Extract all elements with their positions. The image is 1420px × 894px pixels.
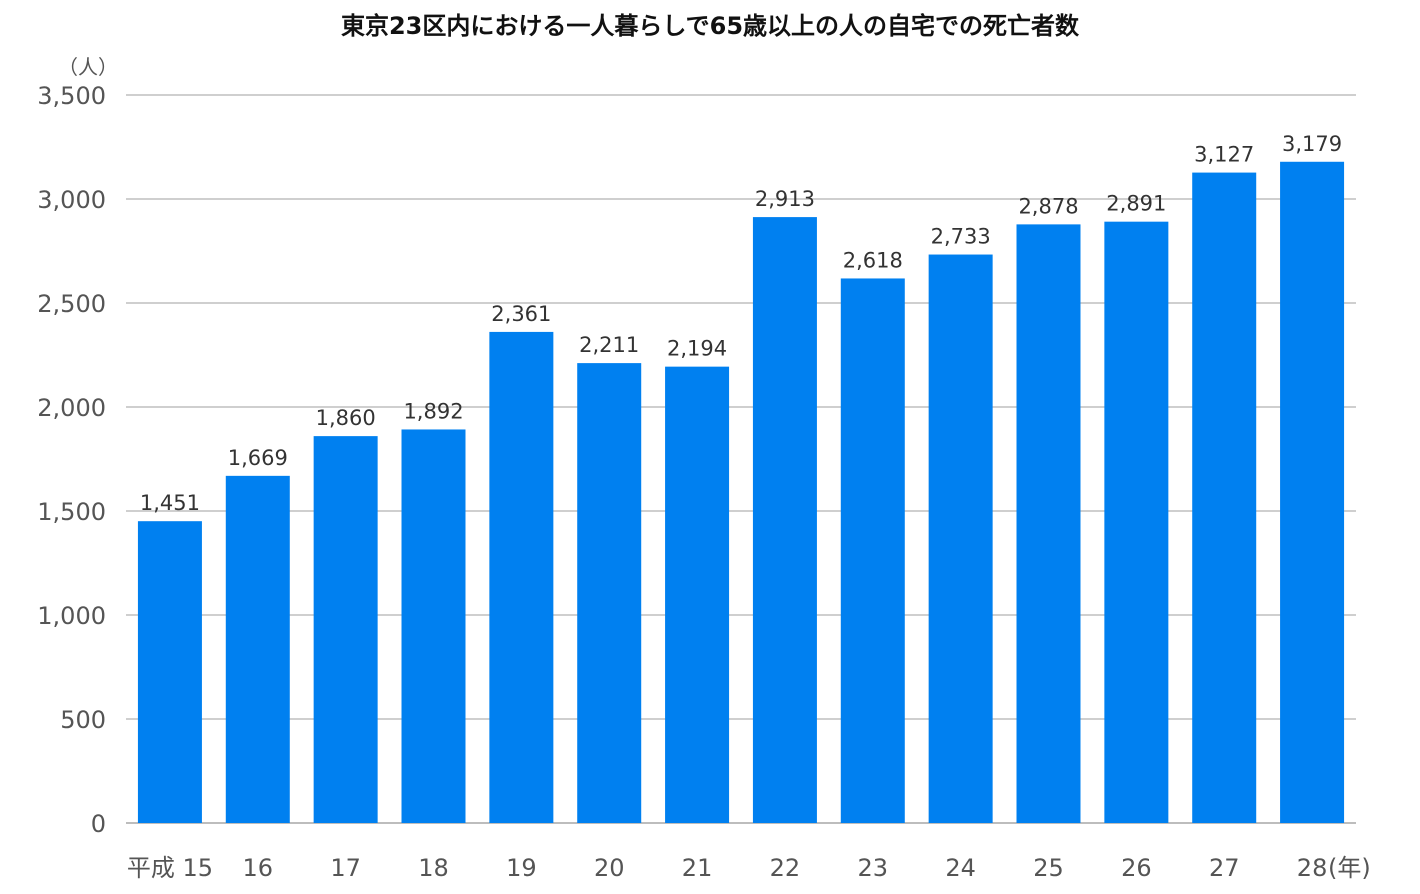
y-axis-unit-label: （人）	[58, 55, 118, 79]
bar	[840, 278, 905, 823]
data-label: 1,892	[403, 399, 463, 423]
data-label: 2,891	[1106, 192, 1166, 216]
data-labels: 1,451 1,669 1,860 1,892 2,361 2,211 2,194 2,913…	[140, 132, 1342, 515]
bar	[225, 475, 290, 823]
gridlines	[126, 94, 1356, 824]
data-label: 1,451	[140, 491, 200, 515]
x-tick-label: 19	[506, 854, 537, 882]
bar	[1104, 221, 1169, 823]
bar	[313, 436, 378, 823]
data-label: 2,878	[1018, 194, 1078, 218]
chart-title: 東京23区内における一人暮らしで65歳以上の人の自宅での死亡者数	[341, 12, 1080, 40]
y-tick-label: 0	[91, 810, 106, 838]
data-label: 3,127	[1194, 143, 1254, 167]
x-tick-label: 28	[1297, 854, 1328, 882]
bar	[137, 521, 202, 823]
y-tick-label: 3,500	[37, 82, 106, 110]
x-tick-label: 27	[1209, 854, 1240, 882]
x-tick-label: 17	[330, 854, 361, 882]
x-tick-label: 22	[770, 854, 801, 882]
x-tick-label: 20	[594, 854, 625, 882]
x-axis-ticks: 平成 15 16 17 18 19 20 21 22 23 24 25 26 27 28	[127, 854, 1328, 882]
y-tick-label: 3,000	[37, 186, 106, 214]
y-tick-label: 500	[60, 706, 106, 734]
bar	[665, 366, 730, 823]
bar	[1280, 161, 1345, 823]
y-tick-label: 2,000	[37, 394, 106, 422]
x-tick-label: 平成 15	[127, 854, 213, 882]
y-tick-label: 1,000	[37, 602, 106, 630]
data-label: 3,179	[1282, 132, 1342, 156]
x-tick-label: 23	[858, 854, 889, 882]
bar	[928, 254, 993, 823]
x-tick-label: 25	[1033, 854, 1064, 882]
data-label: 2,618	[843, 248, 903, 272]
x-tick-label: 21	[682, 854, 713, 882]
data-label: 2,211	[579, 333, 639, 357]
x-tick-label: 16	[243, 854, 274, 882]
bar	[489, 331, 554, 823]
bars	[137, 161, 1345, 824]
bar	[401, 429, 466, 823]
data-label: 2,194	[667, 337, 727, 361]
x-axis-unit-label: (年)	[1328, 854, 1371, 882]
bar	[752, 217, 817, 823]
data-label: 2,913	[755, 187, 815, 211]
data-label: 2,733	[931, 225, 991, 249]
bar	[1016, 224, 1081, 824]
x-tick-label: 24	[945, 854, 976, 882]
data-label: 2,361	[491, 302, 551, 326]
data-label: 1,860	[316, 406, 376, 430]
x-tick-label: 26	[1121, 854, 1152, 882]
bar	[577, 363, 642, 823]
bar	[1192, 172, 1257, 824]
y-tick-label: 2,500	[37, 290, 106, 318]
data-label: 1,669	[228, 446, 288, 470]
y-tick-label: 1,500	[37, 498, 106, 526]
x-tick-label: 18	[418, 854, 449, 882]
y-axis-ticks: 0 500 1,000 1,500 2,000 2,500 3,000 3,500	[37, 82, 106, 838]
